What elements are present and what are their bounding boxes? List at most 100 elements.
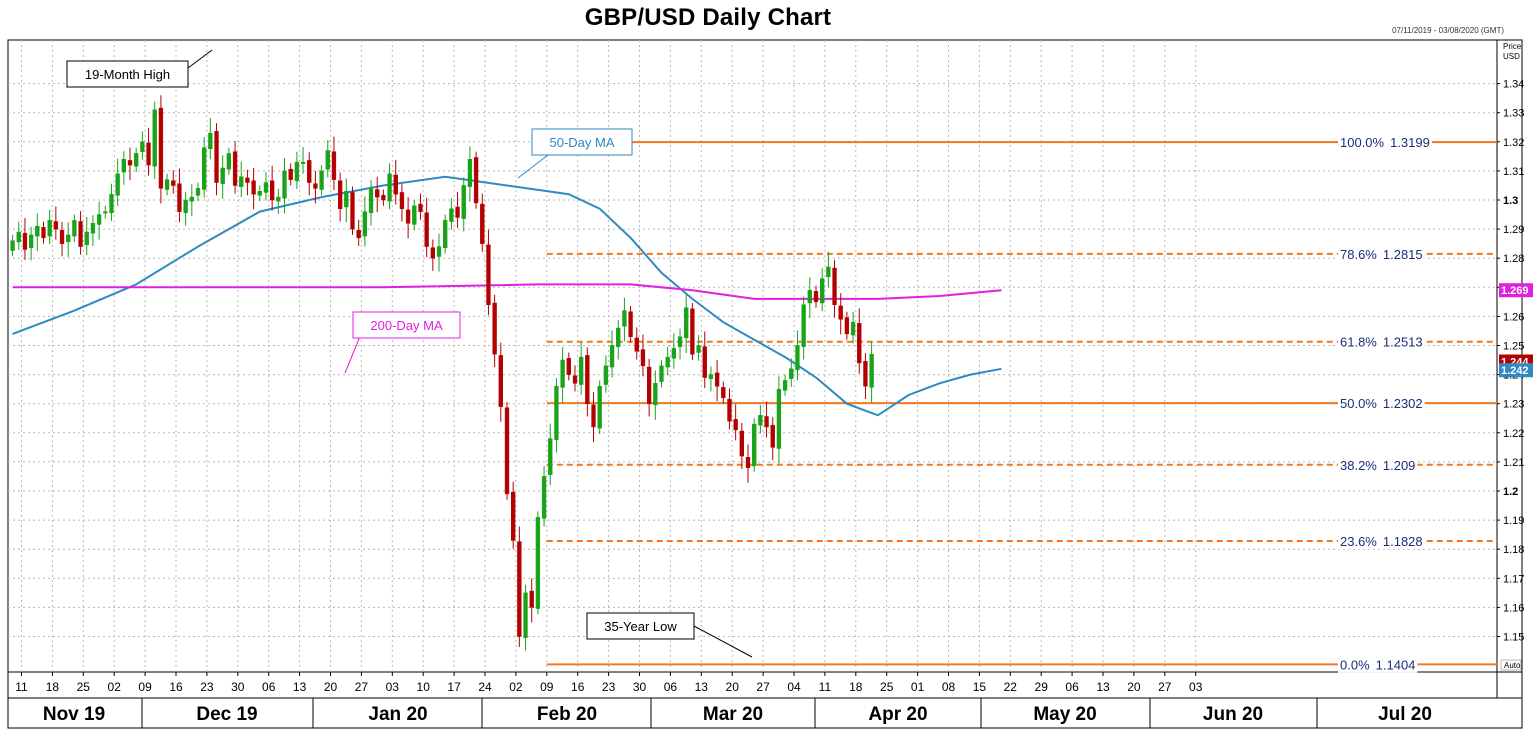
- candle-up: [449, 208, 454, 222]
- candle-down: [721, 387, 726, 399]
- high-annotation-box: [66, 60, 189, 88]
- candle-up: [84, 231, 89, 246]
- candle-down: [424, 212, 429, 247]
- candle-down: [473, 157, 479, 204]
- candle-up: [109, 193, 114, 214]
- candle-up: [789, 368, 794, 379]
- low-annotation-box: [586, 612, 695, 640]
- candle-down: [492, 302, 497, 355]
- date-tick-label: 13: [695, 680, 709, 694]
- candle-up: [189, 196, 194, 202]
- candle-down: [171, 180, 176, 186]
- month-label: Feb 20: [537, 704, 597, 725]
- candle-up: [820, 278, 825, 304]
- candle-up: [90, 223, 96, 234]
- date-tick-label: 04: [787, 680, 801, 694]
- month-label: Dec 19: [196, 704, 257, 725]
- date-tick-label: 23: [200, 680, 214, 694]
- candle-down: [399, 192, 405, 209]
- price-badge-label: 1.269: [1501, 285, 1529, 297]
- price-badge-label: 1.242: [1501, 365, 1529, 377]
- candle-up: [325, 150, 330, 170]
- candle-down: [572, 375, 578, 384]
- candle-down: [566, 358, 571, 375]
- price-badge: [1499, 363, 1533, 378]
- price-tick-label: 1.15: [1503, 632, 1524, 644]
- low-annotation-text: 35-Year Low: [604, 619, 677, 634]
- price-axis-unit: USD: [1503, 52, 1520, 61]
- candle-up: [294, 161, 300, 182]
- candle-up: [548, 438, 553, 475]
- candle-down: [127, 160, 133, 166]
- candle-up: [467, 159, 473, 187]
- candle-down: [529, 590, 534, 608]
- candle-down: [375, 189, 380, 198]
- date-tick-label: 09: [540, 680, 554, 694]
- price-tick-label: 1.34: [1503, 79, 1524, 91]
- candle-down: [430, 247, 435, 259]
- candle-up: [66, 234, 71, 243]
- candle-down: [158, 107, 164, 189]
- candle-down: [455, 206, 460, 218]
- price-tick-label: 1.21: [1503, 457, 1524, 469]
- candle-up: [362, 211, 368, 237]
- ma50-annotation-leader: [517, 154, 549, 179]
- price-tick-label: 1.17: [1503, 573, 1524, 585]
- candle-up: [220, 167, 225, 184]
- date-tick-label: 20: [1127, 680, 1141, 694]
- candle-up: [16, 231, 21, 243]
- date-tick-label: 20: [324, 680, 338, 694]
- candle-up: [869, 353, 874, 388]
- price-tick-label: 1.2: [1503, 486, 1518, 498]
- candle-down: [504, 407, 510, 495]
- candle-up: [461, 185, 466, 219]
- ma200-annotation-box: [352, 311, 461, 339]
- fib-label: 78.6% 1.2815: [1340, 247, 1423, 262]
- candle-down: [251, 180, 256, 195]
- candle-up: [72, 220, 77, 237]
- candle-down: [770, 424, 775, 448]
- date-tick-label: 01: [911, 680, 925, 694]
- fib-label: 38.2% 1.209: [1340, 458, 1415, 473]
- candle-up: [622, 310, 627, 327]
- date-range-note: 07/11/2019 - 03/08/2020 (GMT): [1392, 26, 1504, 35]
- candle-up: [344, 191, 349, 208]
- month-label: May 20: [1033, 704, 1096, 725]
- candle-up: [782, 380, 788, 391]
- fib-label-bg: [1338, 246, 1425, 262]
- fib-label-bg: [1338, 534, 1425, 550]
- chart-title: GBP/USD Daily Chart: [584, 4, 832, 31]
- candle-up: [195, 188, 201, 196]
- price-tick-label: 1.31: [1503, 166, 1524, 178]
- ma50-annotation-box: [531, 128, 633, 156]
- fib-label: 100.0% 1.3199: [1340, 135, 1430, 150]
- date-tick-label: 06: [664, 680, 678, 694]
- candle-down: [634, 337, 639, 352]
- candle-down: [418, 203, 423, 212]
- date-tick-label: 10: [417, 680, 431, 694]
- auto-scale-label: Auto: [1504, 661, 1521, 670]
- candle-up: [578, 356, 584, 385]
- date-tick-label: 13: [293, 680, 307, 694]
- candle-up: [257, 191, 262, 196]
- candle-up: [134, 153, 139, 167]
- date-tick-label: 11: [15, 680, 28, 694]
- candle-up: [412, 205, 417, 225]
- candle-down: [646, 366, 652, 404]
- fib-label: 61.8% 1.2513: [1340, 335, 1423, 350]
- price-tick-label: 1.28: [1503, 253, 1524, 265]
- fib-label-bg: [1338, 135, 1432, 151]
- ma200-annotation-text: 200-Day MA: [370, 318, 443, 333]
- date-tick-label: 02: [108, 680, 122, 694]
- candle-up: [554, 385, 559, 441]
- fib-label-bg: [1338, 334, 1425, 350]
- auto-scale-box: [1500, 659, 1522, 671]
- candle-up: [121, 159, 126, 173]
- candle-up: [708, 374, 714, 379]
- price-tick-label: 1.22: [1503, 428, 1524, 440]
- date-tick-label: 09: [138, 680, 152, 694]
- low-annotation-leader: [693, 625, 753, 658]
- price-badge: [1499, 283, 1533, 298]
- candle-up: [696, 345, 701, 353]
